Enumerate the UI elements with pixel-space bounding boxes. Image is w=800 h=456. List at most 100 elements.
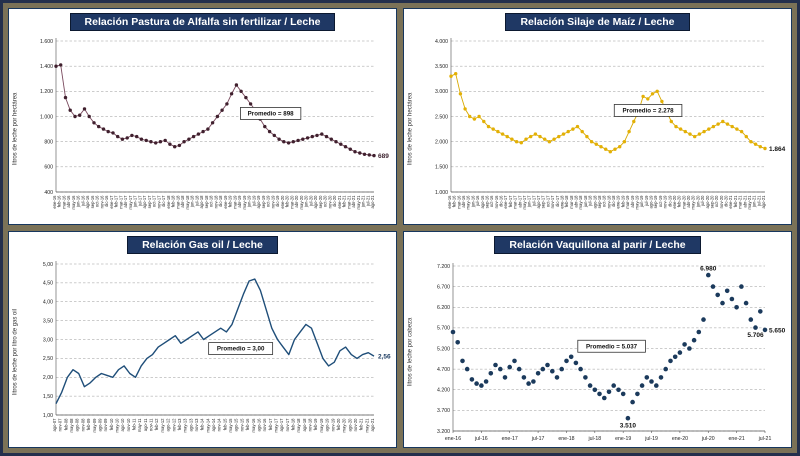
svg-text:sep-19: sep-19 [653, 195, 658, 208]
svg-text:feb-10: feb-10 [109, 418, 114, 431]
svg-text:may-18: may-18 [185, 195, 190, 210]
svg-text:may-11: may-11 [137, 418, 142, 432]
svg-text:oct-17: oct-17 [152, 195, 157, 207]
svg-text:abr-18: abr-18 [180, 195, 185, 208]
svg-text:ene-17: ene-17 [503, 195, 508, 209]
svg-text:oct-16: oct-16 [95, 195, 100, 207]
svg-text:nov-09: nov-09 [103, 418, 108, 431]
svg-text:jul-21: jul-21 [756, 195, 761, 207]
plot-area-pastura: litros de leche por hectárea 1.600 1.400 1… [9, 33, 396, 224]
svg-text:mar-16: mar-16 [61, 195, 66, 209]
svg-text:may-16: may-16 [71, 195, 76, 210]
svg-text:nov-18: nov-18 [606, 195, 611, 208]
svg-text:1.200: 1.200 [40, 89, 53, 95]
svg-text:5.700: 5.700 [437, 326, 450, 332]
svg-text:ago-20: ago-20 [347, 418, 352, 432]
svg-text:nov-17: nov-17 [285, 418, 290, 431]
svg-text:6.700: 6.700 [437, 284, 450, 290]
svg-text:ago-21: ago-21 [370, 418, 375, 432]
svg-text:jul-16: jul-16 [474, 436, 488, 442]
svg-text:ene-21: ene-21 [729, 436, 745, 442]
svg-text:nov-18: nov-18 [213, 195, 218, 208]
svg-text:4,50: 4,50 [43, 281, 53, 287]
svg-text:jul-20: jul-20 [700, 195, 705, 207]
svg-text:ene-20: ene-20 [280, 195, 285, 209]
svg-text:nov-20: nov-20 [353, 418, 358, 431]
svg-text:oct-20: oct-20 [714, 195, 719, 207]
svg-text:ene-19: ene-19 [615, 436, 631, 442]
svg-text:sep-19: sep-19 [261, 195, 266, 208]
svg-text:jul-20: jul-20 [308, 195, 313, 207]
svg-text:may-18: may-18 [578, 195, 583, 210]
svg-text:ago-15: ago-15 [234, 418, 239, 432]
svg-text:nov-14: nov-14 [217, 418, 222, 431]
svg-text:ago-19: ago-19 [325, 418, 330, 432]
y-axis-title-silaje: litros de leche por hectárea [407, 92, 414, 165]
svg-text:nov-20: nov-20 [327, 195, 332, 208]
svg-text:mar-17: mar-17 [513, 195, 518, 209]
svg-text:may-08: may-08 [69, 418, 74, 433]
svg-text:ago-19: ago-19 [649, 195, 654, 209]
svg-text:oct-16: oct-16 [489, 195, 494, 207]
svg-text:may-12: may-12 [160, 418, 165, 433]
svg-text:may-13: may-13 [183, 418, 188, 433]
svg-text:dic-20: dic-20 [332, 195, 337, 207]
svg-text:nov-15: nov-15 [239, 418, 244, 431]
svg-text:oct-17: oct-17 [545, 195, 550, 207]
svg-text:feb-20: feb-20 [285, 195, 290, 208]
svg-text:jul-17: jul-17 [137, 195, 142, 207]
svg-text:abr-20: abr-20 [294, 195, 299, 208]
svg-text:may-20: may-20 [691, 195, 696, 210]
svg-text:feb-21: feb-21 [359, 418, 364, 431]
svg-text:jul-20: jul-20 [701, 436, 715, 442]
svg-text:nov-16: nov-16 [494, 195, 499, 208]
svg-text:may-21: may-21 [356, 195, 361, 210]
svg-text:dic-19: dic-19 [275, 195, 280, 207]
svg-text:mar-20: mar-20 [289, 195, 294, 209]
svg-text:ago-18: ago-18 [199, 195, 204, 209]
svg-text:ene-20: ene-20 [672, 436, 688, 442]
svg-text:nov-07: nov-07 [58, 418, 63, 431]
svg-text:2,50: 2,50 [43, 356, 53, 362]
svg-text:may-15: may-15 [228, 418, 233, 433]
panel-pastura-alfalfa: Relación Pastura de Alfalfa sin fertiliz… [8, 8, 397, 225]
svg-text:800: 800 [44, 139, 53, 145]
svg-text:feb-13: feb-13 [177, 418, 182, 431]
svg-text:ene-16: ene-16 [445, 436, 461, 442]
svg-text:abr-21: abr-21 [351, 195, 356, 208]
svg-text:jun-19: jun-19 [247, 195, 252, 208]
svg-text:feb-08: feb-08 [63, 418, 68, 431]
svg-text:1.400: 1.400 [40, 64, 53, 70]
svg-text:oct-20: oct-20 [323, 195, 328, 207]
svg-text:may-20: may-20 [299, 195, 304, 210]
svg-text:feb-19: feb-19 [228, 195, 233, 208]
svg-text:dic-18: dic-18 [218, 195, 223, 207]
svg-text:1.864: 1.864 [769, 146, 786, 153]
svg-text:mar-16: mar-16 [456, 195, 461, 209]
svg-text:jun-17: jun-17 [133, 195, 138, 208]
svg-text:dic-17: dic-17 [555, 195, 560, 207]
svg-text:jun-17: jun-17 [527, 195, 532, 208]
svg-text:ene-19: ene-19 [616, 195, 621, 209]
svg-text:ago-12: ago-12 [166, 418, 171, 432]
svg-text:2,56: 2,56 [378, 354, 391, 361]
svg-text:Promedio = 5.037: Promedio = 5.037 [586, 343, 638, 350]
svg-text:ago-20: ago-20 [313, 195, 318, 209]
svg-text:feb-09: feb-09 [86, 418, 91, 431]
svg-text:jun-21: jun-21 [752, 195, 757, 208]
svg-text:nov-18: nov-18 [308, 418, 313, 431]
svg-text:feb-11: feb-11 [132, 418, 137, 430]
svg-text:3,50: 3,50 [43, 318, 53, 324]
svg-text:1.000: 1.000 [435, 190, 448, 196]
svg-text:dic-16: dic-16 [104, 195, 109, 207]
svg-text:Promedio = 898: Promedio = 898 [248, 111, 294, 118]
svg-text:abr-16: abr-16 [461, 195, 466, 208]
svg-text:ene-21: ene-21 [728, 195, 733, 209]
svg-text:may-16: may-16 [251, 418, 256, 433]
svg-text:sep-17: sep-17 [147, 195, 152, 208]
svg-text:jul-18: jul-18 [587, 436, 601, 442]
svg-text:5.706: 5.706 [747, 332, 764, 339]
svg-text:nov-13: nov-13 [194, 418, 199, 431]
svg-text:oct-18: oct-18 [209, 195, 214, 207]
svg-text:1.500: 1.500 [435, 165, 448, 171]
